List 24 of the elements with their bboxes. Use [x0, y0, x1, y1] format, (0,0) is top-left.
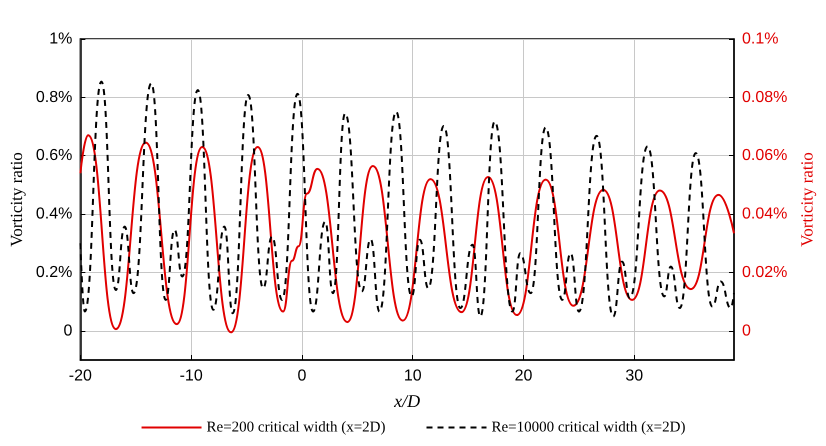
- x-tick-label: 10: [404, 368, 422, 384]
- y-axis-title: Vorticity ratio: [7, 152, 26, 247]
- legend-label: Re=10000 critical width (x=2D): [492, 420, 686, 436]
- x-tick-label: 20: [514, 368, 533, 384]
- y2-tick-label: 0: [742, 322, 751, 340]
- y-tick-label: 0.6%: [36, 147, 72, 164]
- x-axis-title: x/D: [393, 391, 420, 411]
- y-tick-label: 1%: [49, 30, 72, 48]
- x-tick-label: -10: [180, 368, 203, 384]
- y2-tick-label: 0.06%: [742, 147, 788, 164]
- y2-axis-title: Vorticity ratio: [797, 152, 816, 247]
- y-tick-label: 0.2%: [36, 264, 72, 281]
- x-tick-label: 30: [625, 368, 644, 384]
- legend-label: Re=200 critical width (x=2D): [206, 420, 386, 436]
- x-tick-label: 0: [297, 368, 306, 384]
- y-tick-label: 0.8%: [36, 88, 72, 106]
- y-tick-label: 0: [63, 322, 72, 340]
- y-tick-label: 0.4%: [36, 206, 72, 223]
- y2-tick-label: 0.04%: [742, 206, 788, 223]
- y2-tick-label: 0.02%: [742, 264, 788, 281]
- x-tick-label: -20: [68, 368, 92, 384]
- y2-tick-label: 0.08%: [742, 88, 788, 106]
- y2-tick-label: 0.1%: [742, 30, 778, 48]
- line-series: [79, 134, 735, 334]
